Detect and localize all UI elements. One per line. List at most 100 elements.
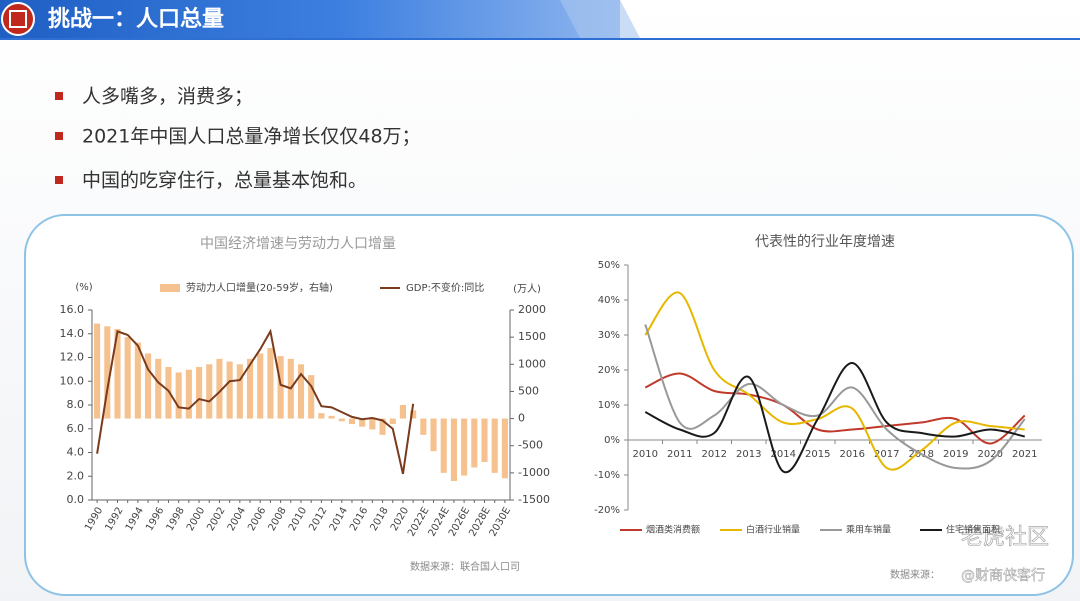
data-line xyxy=(644,324,1026,470)
y-tick-label: 6.0 xyxy=(67,422,85,435)
bar xyxy=(94,323,101,419)
bar xyxy=(236,364,243,419)
source-note: 数据来源：联合国人口司 xyxy=(410,560,520,573)
bar xyxy=(267,348,274,419)
bar xyxy=(226,361,233,419)
header-title: 挑战一：人口总量 xyxy=(48,6,224,32)
bar xyxy=(491,418,498,473)
bar xyxy=(328,415,335,419)
data-line xyxy=(644,372,1026,445)
y-tick-label: 2.0 xyxy=(67,469,85,482)
y2-tick-label: -1000 xyxy=(518,466,550,479)
bullet-marker xyxy=(55,176,63,184)
bar xyxy=(165,367,172,419)
y2-tick-label: 500 xyxy=(518,384,539,397)
logo xyxy=(1,2,35,36)
y-tick-label: 12.0 xyxy=(60,351,85,364)
bar xyxy=(318,413,325,419)
source-note: 数据来源： xyxy=(890,568,940,581)
chart-panel xyxy=(24,214,1074,596)
y-tick-label: 0.0 xyxy=(67,493,85,506)
x-tick-label: 2013 xyxy=(736,449,761,460)
y2-tick-label: 2000 xyxy=(518,303,546,316)
y2-tick-label: -500 xyxy=(518,439,543,452)
y-tick-label: 0% xyxy=(604,435,620,446)
header-deco xyxy=(560,0,640,38)
bullet-marker xyxy=(55,92,63,100)
bar xyxy=(206,364,213,419)
legend-label: 住宅销售面积 xyxy=(946,524,1000,536)
legend-label: 乘用车销量 xyxy=(846,524,891,536)
bullet-text: 2021年中国人口总量净增长仅仅48万； xyxy=(82,126,421,148)
x-tick-label: 2014 xyxy=(771,449,796,460)
logo-mark xyxy=(9,10,27,28)
watermark: 老虎社区 xyxy=(961,525,1049,550)
x-tick-label: 2016 xyxy=(840,449,865,460)
data-line xyxy=(96,328,415,475)
y-tick-label: 4.0 xyxy=(67,446,85,459)
y-tick-label: 14.0 xyxy=(60,327,85,340)
x-tick-label: 2012 xyxy=(702,449,727,460)
bar xyxy=(185,369,192,419)
bar xyxy=(369,418,376,430)
data-line xyxy=(644,291,1025,471)
bullet-text: 中国的吃穿住行，总量基本饱和。 xyxy=(82,170,367,192)
bar xyxy=(104,326,111,419)
y-tick-label: 8.0 xyxy=(67,398,85,411)
legend-label: GDP:不变价:同比 xyxy=(406,281,484,294)
bar xyxy=(471,418,478,468)
bar xyxy=(399,405,407,419)
bullet-marker xyxy=(55,132,63,140)
bar xyxy=(155,358,162,419)
legend-label: 烟酒类消费额 xyxy=(646,524,700,536)
bar xyxy=(348,418,356,424)
bar xyxy=(461,418,468,476)
y-tick-label: -20% xyxy=(594,505,620,516)
bar xyxy=(389,418,396,424)
watermark: @财商侠客行 xyxy=(961,567,1045,584)
bar xyxy=(430,418,437,452)
bar xyxy=(145,353,152,419)
x-tick-label: 2021 xyxy=(1012,449,1037,460)
data-line xyxy=(644,361,1025,474)
legend-label: 白酒行业销量 xyxy=(746,524,800,536)
bar xyxy=(134,342,141,419)
y2-tick-label: 1000 xyxy=(518,357,546,370)
legend-swatch xyxy=(160,284,180,292)
bar xyxy=(257,353,264,419)
bar xyxy=(114,329,121,419)
bar xyxy=(420,418,427,435)
y-tick-label: 16.0 xyxy=(60,303,85,316)
y-tick-label: 30% xyxy=(598,330,620,341)
bullet-text: 人多嘴多，消费多； xyxy=(82,86,253,108)
bar xyxy=(379,418,386,435)
y2-tick-label: -1500 xyxy=(518,493,550,506)
bar xyxy=(297,364,305,419)
header-bar xyxy=(0,0,620,38)
y-tick-label: 40% xyxy=(598,295,620,306)
bar xyxy=(410,410,417,419)
x-tick-label: 2011 xyxy=(667,449,692,460)
x-tick-label: 2010 xyxy=(633,449,658,460)
y-tick-label: 20% xyxy=(598,365,620,376)
y2-tick-label: 1500 xyxy=(518,330,546,343)
x-tick-label: 2020 xyxy=(978,449,1003,460)
y-tick-label: 50% xyxy=(598,260,620,271)
bar xyxy=(175,372,182,419)
y-tick-label: -10% xyxy=(594,470,620,481)
y2-tick-label: 0 xyxy=(518,412,525,425)
legend-label: 劳动力人口增量(20-59岁，右轴) xyxy=(186,281,333,294)
chart-title: 中国经济增速与劳动力人口增量 xyxy=(200,236,396,252)
bar xyxy=(440,418,447,473)
bar xyxy=(216,358,223,419)
x-tick-label: 2017 xyxy=(874,449,899,460)
y-tick-label: 10% xyxy=(598,400,620,411)
bar xyxy=(338,418,345,422)
bar xyxy=(481,418,488,462)
y-tick-label: 10.0 xyxy=(60,374,85,387)
bar xyxy=(359,418,366,427)
y2-axis-unit: (万人) xyxy=(513,283,541,295)
bar xyxy=(124,337,131,419)
bar xyxy=(277,356,284,419)
